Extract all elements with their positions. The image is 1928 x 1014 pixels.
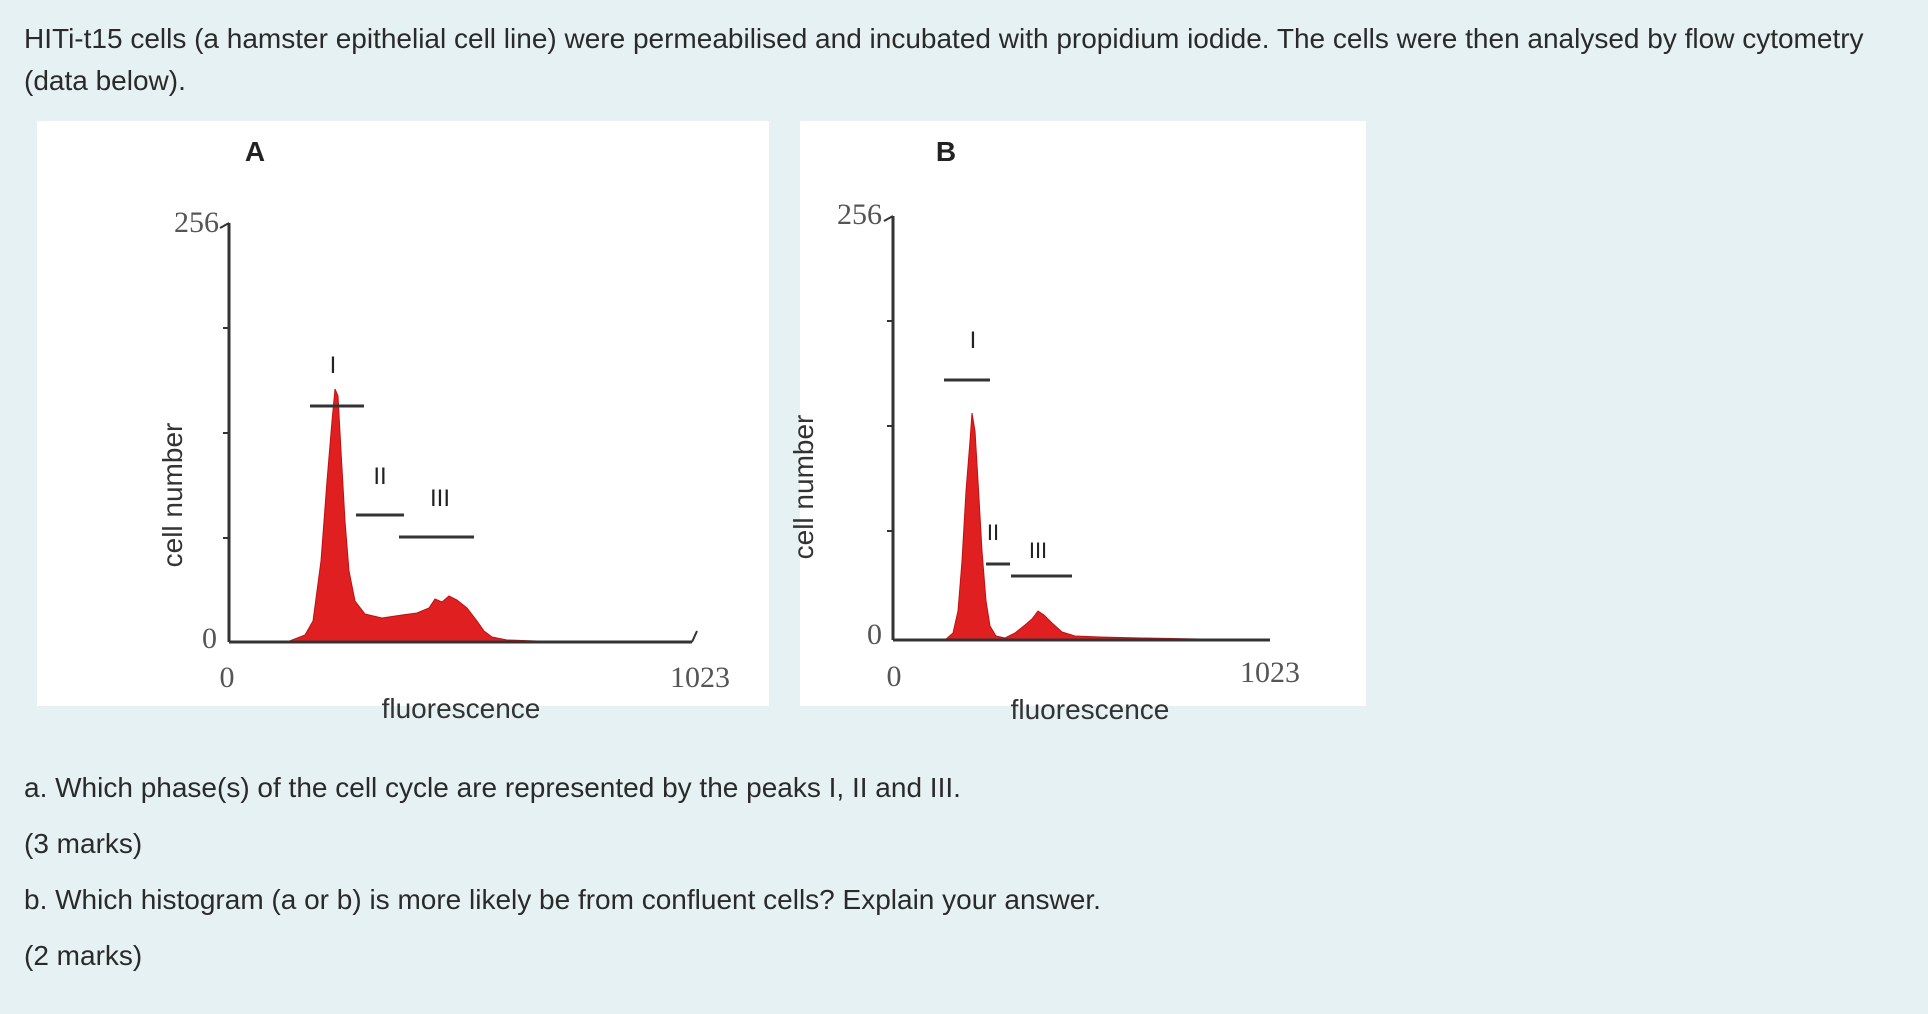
peak-label-a-1: I [330,352,337,379]
peak-label-b-1: I [970,327,977,354]
histogram-panel-a: A cell number 256 0 I II III 0 1023 fluo… [37,121,769,724]
histogram-a-svg: A cell number 256 0 I II III 0 1023 fluo… [157,136,730,724]
peak-label-b-3: III [1029,538,1047,563]
y-tick-top-a [219,222,230,229]
x-max-label-a: 1023 [670,661,730,694]
x-min-label-b: 0 [887,660,902,693]
question-a: a. Which phase(s) of the cell cycle are … [24,772,961,803]
y-min-label-a: 0 [202,622,217,655]
peak-label-a-2: II [373,463,386,490]
y-tick-top-b [883,215,894,222]
peak-label-b-2: II [987,520,999,545]
histogram-panel-b: B cell number 256 0 I II III 0 1023 fluo… [788,121,1366,725]
intro-text: HITi-t15 cells (a hamster epithelial cel… [24,23,1864,96]
histogram-fill-b [893,412,1271,641]
histogram-fill-a [229,388,692,643]
y-max-label-a: 256 [174,206,219,239]
histogram-b-svg: B cell number 256 0 I II III 0 1023 fluo… [788,136,1300,725]
y-min-label-b: 0 [867,618,882,651]
peak-label-a-3: III [430,485,450,512]
panel-a-label: A [245,136,265,167]
question-b-marks: (2 marks) [24,940,143,971]
x-axis-end-tick-a [691,630,698,643]
x-max-label-b: 1023 [1240,656,1300,689]
y-axis-label-a: cell number [157,423,188,568]
y-axis-label-b: cell number [788,415,819,560]
x-axis-label-a: fluorescence [382,693,541,724]
x-axis-label-b: fluorescence [1011,694,1170,725]
question-b: b. Which histogram (a or b) is more like… [24,884,1101,915]
question-a-marks: (3 marks) [24,828,143,859]
x-min-label-a: 0 [220,661,235,694]
panel-b-label: B [936,136,956,167]
y-max-label-b: 256 [837,198,882,231]
